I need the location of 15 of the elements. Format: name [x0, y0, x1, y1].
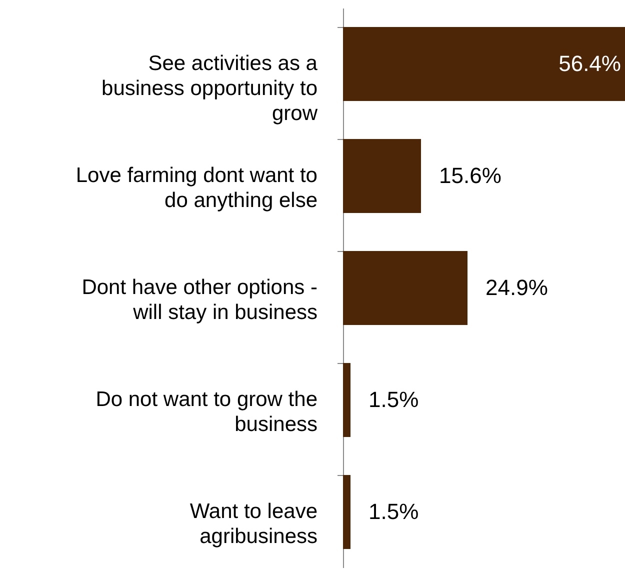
data-label: 1.5%: [368, 499, 419, 524]
y-tick-label: Dont have other options - will stay in business: [82, 276, 318, 324]
y-tick-label: See activities as a business opportunity to grow: [102, 52, 318, 125]
bar: [343, 475, 350, 549]
bar: [343, 27, 625, 101]
y-tick-label: Want to leave agribusiness: [190, 500, 318, 548]
data-label: 24.9%: [486, 275, 548, 300]
y-tick-label: Love farming dont want to do anything else: [76, 164, 318, 212]
data-label: 1.5%: [368, 387, 419, 412]
data-label: 56.4%: [558, 51, 621, 76]
bar: [343, 363, 350, 437]
bar: [343, 251, 468, 325]
y-tick-label: Do not want to grow the business: [96, 388, 318, 436]
data-label: 15.6%: [439, 163, 502, 188]
bar: [343, 139, 421, 213]
